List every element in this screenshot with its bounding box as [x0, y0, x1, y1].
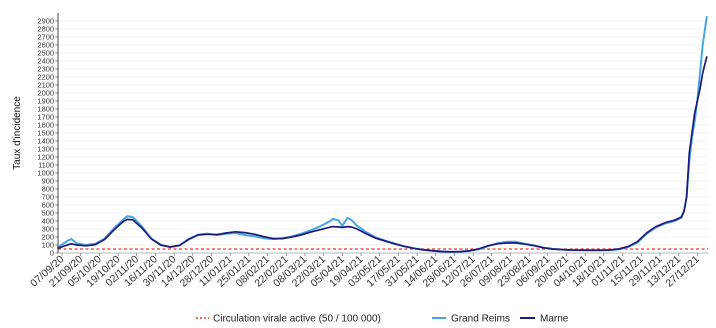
y-tick-label: 2200: [38, 73, 54, 82]
gridlines: [58, 20, 708, 254]
x-tick-labels: 07/09/2021/09/2005/10/2019/10/2002/11/20…: [28, 253, 702, 289]
y-tick-label: 700: [42, 193, 54, 202]
y-tick-label: 2300: [38, 65, 54, 74]
y-tick-label: 2700: [38, 33, 54, 42]
series-layer: [57, 16, 708, 253]
y-tick-label: 200: [42, 233, 54, 242]
y-tick-label: 100: [42, 241, 54, 250]
y-tick-labels: 0100200300400500600700800900100011001200…: [38, 17, 54, 258]
y-tick-label: 900: [42, 177, 54, 186]
y-tick-label: 1500: [38, 129, 54, 138]
y-tick-label: 500: [42, 209, 54, 218]
y-tick-label: 2800: [38, 25, 54, 34]
y-tick-label: 0: [50, 249, 54, 258]
legend-label-marne: Marne: [540, 314, 569, 325]
y-tick-label: 2400: [38, 57, 54, 66]
legend-label-threshold: Circulation virale active (50 / 100 000): [213, 314, 381, 325]
y-tick-label: 300: [42, 225, 54, 234]
series-line-grand-reims: [57, 16, 708, 253]
legend-item-grand-reims: Grand Reims: [432, 314, 510, 325]
y-tick-label: 1900: [38, 97, 54, 106]
y-tick-label: 1400: [38, 137, 54, 146]
axes: [55, 13, 708, 256]
y-tick-label: 2000: [38, 89, 54, 98]
y-tick-label: 800: [42, 185, 54, 194]
y-tick-label: 1300: [38, 145, 54, 154]
y-tick-label: 2500: [38, 49, 54, 58]
y-tick-label: 1100: [38, 161, 54, 170]
y-tick-label: 1600: [38, 121, 54, 130]
y-tick-label: 1800: [38, 105, 54, 114]
y-tick-label: 1200: [38, 153, 54, 162]
legend-label-grand-reims: Grand Reims: [451, 314, 510, 325]
y-tick-label: 2100: [38, 81, 54, 90]
y-axis-title: Taux d'incidence: [12, 96, 23, 170]
y-tick-label: 600: [42, 201, 54, 210]
series-line-marne: [57, 56, 708, 253]
y-tick-label: 400: [42, 217, 54, 226]
legend-item-marne: Marne: [520, 314, 569, 325]
y-tick-label: 1000: [38, 169, 54, 178]
y-tick-label: 2600: [38, 41, 54, 50]
y-tick-label: 2900: [38, 17, 54, 26]
legend-item-threshold: Circulation virale active (50 / 100 000): [196, 314, 381, 325]
legend: Circulation virale active (50 / 100 000)…: [196, 314, 569, 325]
y-tick-label: 1700: [38, 113, 54, 122]
